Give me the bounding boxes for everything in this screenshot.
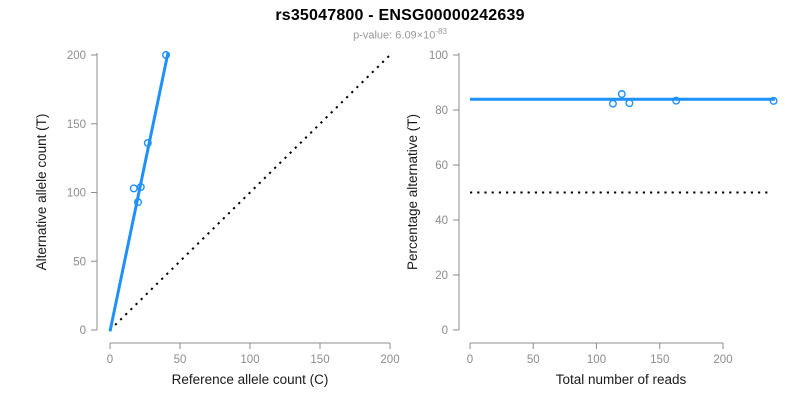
data-point	[161, 50, 170, 59]
data-point	[617, 90, 626, 99]
y-tick-label: 20	[435, 270, 448, 282]
x-tick-label: 50	[174, 354, 187, 366]
y-axis-title: Alternative allele count (T)	[34, 114, 49, 271]
y-tick-label: 100	[429, 50, 448, 62]
data-point	[769, 96, 778, 105]
y-tick-label: 50	[73, 256, 86, 268]
x-tick-label: 150	[650, 354, 669, 366]
right-scatter-panel-percentage: 0 20 40 60 80 100 0 50 100 150 200 Total number of …	[405, 50, 778, 387]
y-axis-title: Percentage alternative (T)	[405, 114, 420, 270]
x-tick-label: 200	[380, 354, 399, 366]
data-point	[625, 99, 634, 108]
x-tick-label: 100	[240, 354, 259, 366]
x-axis-title: Reference allele count (C)	[172, 372, 329, 387]
y-tick-label: 0	[442, 325, 448, 337]
x-tick-label: 0	[107, 354, 113, 366]
x-axis-title: Total number of reads	[556, 372, 687, 387]
left-scatter-panel-allele-counts: 0 50 100 150 200 0 50 100 150 200 Reference allele…	[34, 50, 400, 387]
y-tick-label: 0	[80, 325, 86, 337]
x-tick-label: 100	[587, 354, 606, 366]
p-value-text: p-value: 6.09×10	[353, 29, 436, 42]
p-value-exponent: -83	[435, 27, 447, 36]
data-point	[133, 198, 142, 207]
data-point	[129, 184, 138, 193]
y-tick-label: 80	[435, 105, 448, 117]
x-tick-label: 0	[467, 354, 473, 366]
x-tick-label: 150	[310, 354, 329, 366]
data-point	[672, 96, 681, 105]
data-point	[608, 99, 617, 108]
y-tick-label: 40	[435, 215, 448, 227]
y-tick-label: 150	[67, 119, 86, 131]
p-value-subtitle: p-value: 6.09×10-83	[0, 27, 800, 42]
data-point	[136, 182, 145, 191]
fit-line	[108, 51, 170, 332]
y-tick-label: 200	[67, 50, 86, 62]
identity-dotted-line	[109, 54, 391, 331]
x-tick-label: 50	[527, 354, 540, 366]
y-tick-label: 100	[67, 188, 86, 200]
y-tick-label: 60	[435, 160, 448, 172]
x-tick-label: 200	[713, 354, 732, 366]
page-title: rs35047800 - ENSG00000242639	[275, 7, 525, 24]
data-point	[143, 138, 152, 147]
